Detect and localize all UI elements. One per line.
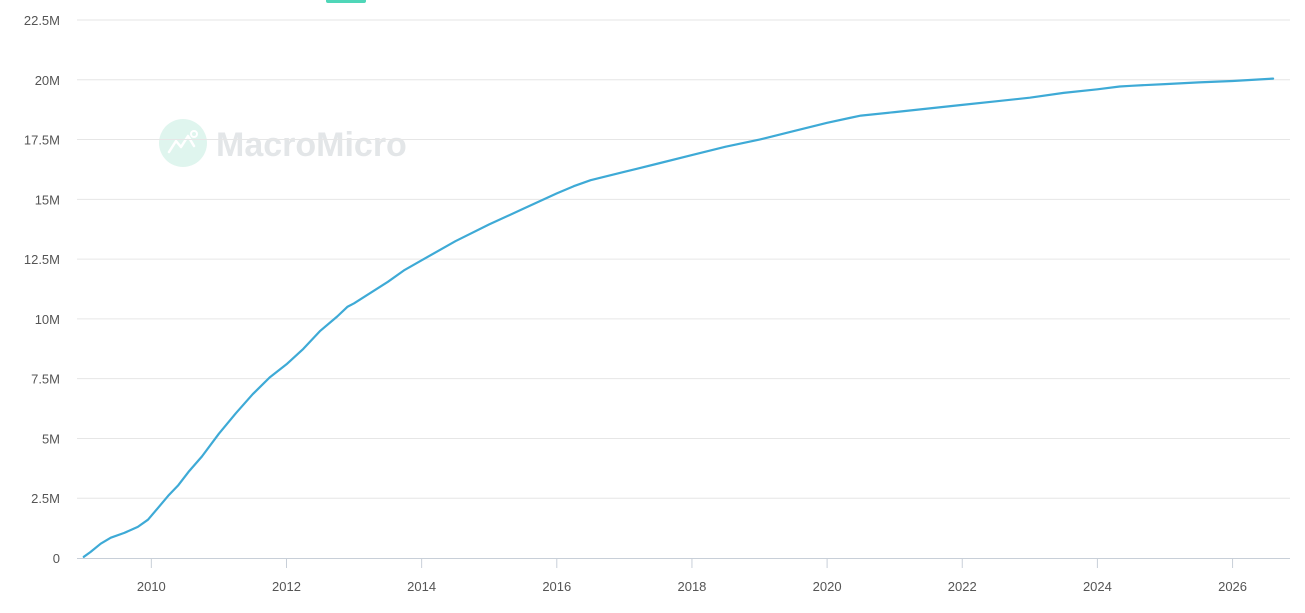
x-tick-label: 2010: [137, 579, 166, 594]
legend-chip[interactable]: [326, 0, 366, 3]
y-tick-label: 15M: [35, 192, 60, 207]
x-tick-label: 2018: [677, 579, 706, 594]
x-axis: 2010 2012 2014 2016 2018 2020 2022 2024 2026: [77, 558, 1290, 594]
x-tick-label: 2020: [813, 579, 842, 594]
y-tick-label: 22.5M: [24, 13, 60, 28]
y-tick-label: 10M: [35, 312, 60, 327]
x-tick-label: 2026: [1218, 579, 1247, 594]
y-tick-label: 0: [53, 551, 60, 566]
y-tick-label: 7.5M: [31, 372, 60, 387]
series-layer: [82, 77, 1275, 558]
x-tick-label: 2014: [407, 579, 436, 594]
x-tick-label: 2022: [948, 579, 977, 594]
logo-dot-icon: [190, 130, 198, 138]
x-tick-label: 2012: [272, 579, 301, 594]
y-tick-label: 5M: [42, 431, 60, 446]
y-tick-label: 20M: [35, 73, 60, 88]
y-tick-label: 17.5M: [24, 133, 60, 148]
watermark-text: MacroMicro: [216, 126, 407, 164]
watermark: MacroMicro: [159, 119, 407, 167]
y-tick-label: 2.5M: [31, 491, 60, 506]
y-axis-tick-labels: 0 2.5M 5M 7.5M 10M 12.5M 15M 17.5M 20M 22.5M: [24, 13, 60, 566]
x-tick-label: 2024: [1083, 579, 1112, 594]
grid-lines: [77, 19, 1290, 499]
x-tick-label: 2016: [542, 579, 571, 594]
series-line[interactable]: [82, 77, 1275, 558]
y-tick-label: 12.5M: [24, 252, 60, 267]
